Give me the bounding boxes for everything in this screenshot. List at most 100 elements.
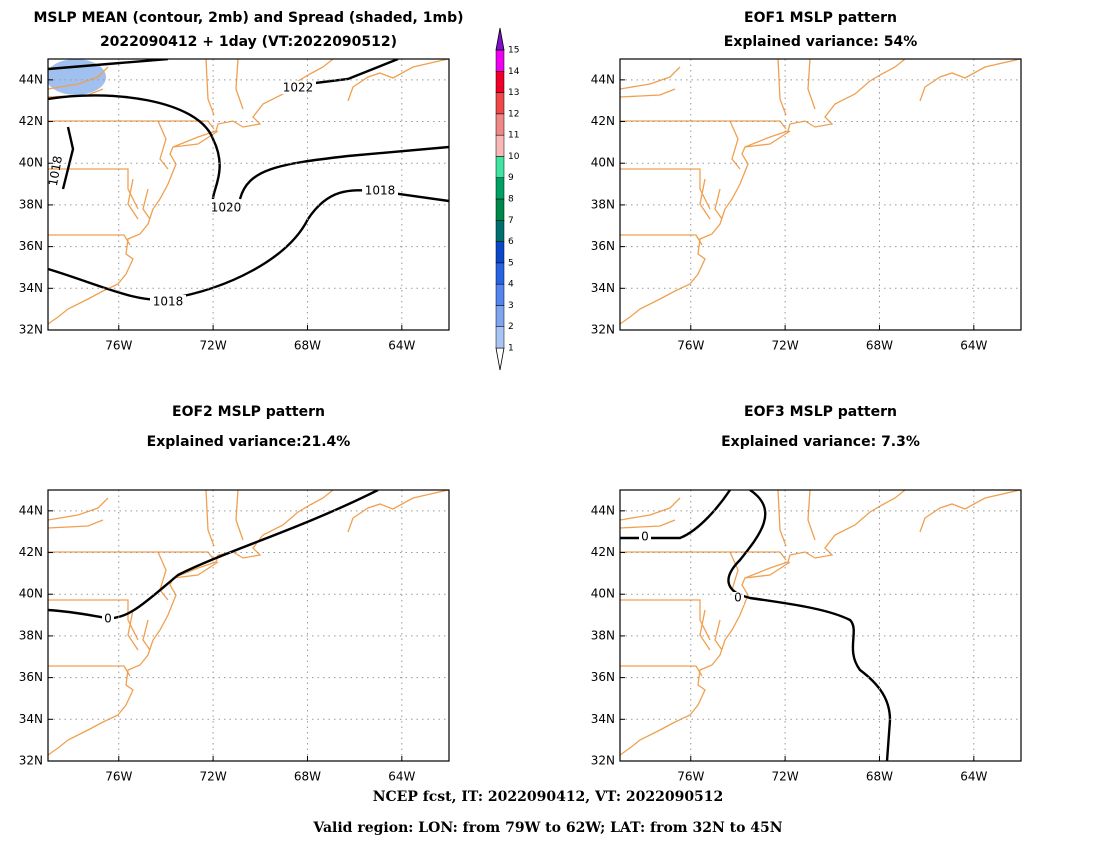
- x-tick-label: 64W: [960, 770, 987, 784]
- colorbar-label: 6: [508, 237, 514, 247]
- colorbar-label: 12: [508, 109, 519, 119]
- y-tick-label: 40N: [19, 587, 43, 601]
- colorbar-cell: [495, 71, 505, 93]
- y-tick-label: 32N: [591, 754, 615, 768]
- contour: [620, 490, 731, 540]
- panel-title: EOF2 MSLP pattern: [172, 404, 325, 420]
- colorbar-label: 7: [508, 216, 514, 226]
- y-tick-label: 40N: [19, 156, 43, 170]
- x-tick-label: 68W: [866, 339, 893, 353]
- colorbar-cell: [495, 198, 505, 221]
- panel-eof2: 0 76W 72W 68W 64W 32N 34N 36N 38N 40N 42N 44N: [19, 489, 450, 784]
- x-tick-label: 76W: [105, 770, 132, 784]
- contour: [727, 490, 892, 761]
- y-tick-label: 38N: [19, 628, 43, 642]
- panel-title: Explained variance: 54%: [724, 34, 917, 50]
- x-tick-label: 72W: [772, 770, 799, 784]
- colorbar-cell: [495, 49, 505, 72]
- y-tick-label: 44N: [591, 72, 615, 86]
- contour-label: 0: [104, 612, 112, 626]
- y-tick-label: 44N: [19, 503, 43, 517]
- colorbar-cell: [495, 113, 505, 136]
- colorbar-label: 3: [508, 301, 514, 311]
- colorbar-label: 2: [508, 322, 514, 332]
- contour: [48, 490, 379, 620]
- x-tick-label: 64W: [388, 339, 415, 353]
- contour: [48, 189, 449, 301]
- panel-title: 2022090412 + 1day (VT:2022090512): [100, 34, 397, 50]
- contour: [48, 94, 449, 200]
- footer-line: NCEP fcst, IT: 2022090412, VT: 202209051…: [373, 789, 724, 805]
- y-tick-label: 32N: [591, 323, 615, 337]
- contour-label: 1020: [211, 201, 242, 215]
- colorbar-label: 1: [508, 344, 514, 354]
- contour-label: 0: [641, 530, 649, 544]
- colorbar-cell: [495, 92, 505, 115]
- y-tick-label: 40N: [591, 156, 615, 170]
- colorbar-cell: [495, 305, 505, 327]
- y-tick-label: 34N: [19, 712, 43, 726]
- y-tick-label: 32N: [19, 323, 43, 337]
- y-tick-label: 42N: [591, 545, 615, 559]
- y-tick-label: 38N: [591, 628, 615, 642]
- colorbar-cell: [495, 27, 505, 51]
- x-tick-label: 72W: [200, 339, 227, 353]
- x-tick-label: 64W: [960, 339, 987, 353]
- colorbar-cell: [495, 262, 505, 285]
- colorbar-cell: [495, 241, 505, 264]
- plot-frame: [47, 58, 450, 331]
- contour-label: 1018: [46, 155, 65, 188]
- contour-label: 1018: [153, 295, 184, 309]
- coastline: [620, 59, 1021, 325]
- colorbar-label: 10: [508, 152, 520, 162]
- colorbar-label: 13: [508, 88, 519, 98]
- colorbar-label: 5: [508, 258, 514, 268]
- x-tick-label: 72W: [772, 339, 799, 353]
- footer-line: Valid region: LON: from 79W to 62W; LAT:…: [312, 820, 782, 836]
- y-tick-label: 38N: [591, 197, 615, 211]
- colorbar-cell: [495, 177, 505, 200]
- x-tick-label: 76W: [677, 339, 704, 353]
- panel-title: MSLP MEAN (contour, 2mb) and Spread (sha…: [34, 10, 464, 26]
- y-tick-label: 38N: [19, 197, 43, 211]
- panel-eof3: 0 0 76W 72W 68W 64W 32N 34N 36N 38N 40N 42N 44N: [591, 489, 1022, 784]
- x-tick-label: 76W: [677, 770, 704, 784]
- plot-frame: [47, 489, 450, 762]
- colorbar-label: 15: [508, 46, 519, 56]
- y-tick-label: 42N: [19, 114, 43, 128]
- x-tick-label: 68W: [294, 339, 321, 353]
- coastline: [620, 490, 1021, 756]
- y-tick-label: 34N: [591, 712, 615, 726]
- colorbar-cell: [495, 134, 505, 157]
- colorbar-label: 8: [508, 195, 514, 205]
- x-tick-label: 72W: [200, 770, 227, 784]
- y-tick-label: 36N: [591, 670, 615, 684]
- y-tick-label: 36N: [19, 670, 43, 684]
- colorbar-label: 14: [508, 67, 520, 77]
- contour-label: 1022: [283, 81, 314, 95]
- panel-mean: 1022 1020 1018 1018 1018 76W 72W 68W 64W 32N…: [19, 58, 450, 353]
- y-tick-label: 32N: [19, 754, 43, 768]
- y-tick-label: 44N: [591, 503, 615, 517]
- y-tick-label: 34N: [19, 281, 43, 295]
- plot-frame: [619, 58, 1022, 331]
- plot-frame: [619, 489, 1022, 762]
- x-tick-label: 68W: [866, 770, 893, 784]
- panel-title: Explained variance:21.4%: [147, 434, 351, 450]
- colorbar-label: 9: [508, 173, 514, 183]
- y-tick-label: 42N: [19, 545, 43, 559]
- panel-title: EOF3 MSLP pattern: [744, 404, 897, 420]
- x-tick-label: 64W: [388, 770, 415, 784]
- panel-eof1: 76W 72W 68W 64W 32N 34N 36N 38N 40N 42N 44N: [591, 58, 1022, 353]
- colorbar-label: 11: [508, 131, 519, 141]
- colorbar-cell: [495, 156, 505, 178]
- colorbar-cell: [495, 283, 505, 306]
- y-tick-label: 40N: [591, 587, 615, 601]
- colorbar-cell: [495, 326, 505, 349]
- colorbar-label: 4: [508, 280, 514, 290]
- contour-label: 0: [734, 591, 742, 605]
- y-tick-label: 34N: [591, 281, 615, 295]
- x-tick-label: 76W: [105, 339, 132, 353]
- y-tick-label: 44N: [19, 72, 43, 86]
